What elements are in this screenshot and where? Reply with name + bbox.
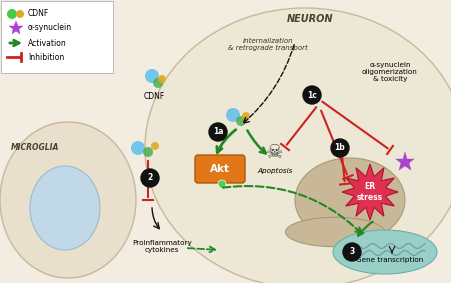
Circle shape: [151, 142, 159, 150]
Circle shape: [218, 180, 226, 188]
Text: 1c: 1c: [307, 91, 317, 100]
Circle shape: [343, 243, 361, 261]
Text: NEURON: NEURON: [287, 14, 333, 24]
Text: CDNF: CDNF: [144, 92, 165, 101]
Text: Akt: Akt: [210, 164, 230, 174]
Ellipse shape: [30, 166, 100, 250]
Circle shape: [209, 123, 227, 141]
Circle shape: [145, 69, 159, 83]
Text: Proinflammatory
cytokines: Proinflammatory cytokines: [132, 240, 192, 253]
Ellipse shape: [0, 122, 136, 278]
Text: 2: 2: [147, 173, 152, 183]
Circle shape: [303, 86, 321, 104]
Circle shape: [242, 112, 250, 120]
Text: Internalization
& retrograde transport: Internalization & retrograde transport: [228, 38, 308, 51]
Circle shape: [153, 78, 163, 88]
Circle shape: [158, 75, 166, 83]
Polygon shape: [342, 164, 398, 220]
Text: 1b: 1b: [335, 143, 345, 153]
Ellipse shape: [145, 8, 451, 283]
Text: ER
stress: ER stress: [357, 182, 383, 202]
Circle shape: [236, 116, 246, 126]
Text: ☠: ☠: [266, 143, 284, 162]
Text: CDNF: CDNF: [28, 10, 49, 18]
Circle shape: [226, 108, 240, 122]
Text: MICROGLIA: MICROGLIA: [11, 143, 59, 153]
Circle shape: [143, 147, 153, 157]
Circle shape: [141, 169, 159, 187]
Circle shape: [331, 139, 349, 157]
Text: α-synuclein
oligomerization
& toxicity: α-synuclein oligomerization & toxicity: [362, 62, 418, 82]
Text: Apoptosis: Apoptosis: [258, 168, 293, 174]
Circle shape: [7, 9, 17, 19]
Text: α-synuclein: α-synuclein: [28, 23, 72, 33]
Text: 3: 3: [350, 248, 354, 256]
Text: Activation: Activation: [28, 38, 67, 48]
Text: Gene transcription: Gene transcription: [356, 257, 423, 263]
Text: 1a: 1a: [213, 128, 223, 136]
FancyBboxPatch shape: [195, 155, 245, 183]
FancyBboxPatch shape: [1, 1, 113, 73]
Ellipse shape: [295, 158, 405, 242]
Circle shape: [16, 10, 24, 18]
Ellipse shape: [333, 230, 437, 274]
Text: Inhibition: Inhibition: [28, 53, 64, 61]
Ellipse shape: [285, 217, 385, 247]
Circle shape: [131, 141, 145, 155]
